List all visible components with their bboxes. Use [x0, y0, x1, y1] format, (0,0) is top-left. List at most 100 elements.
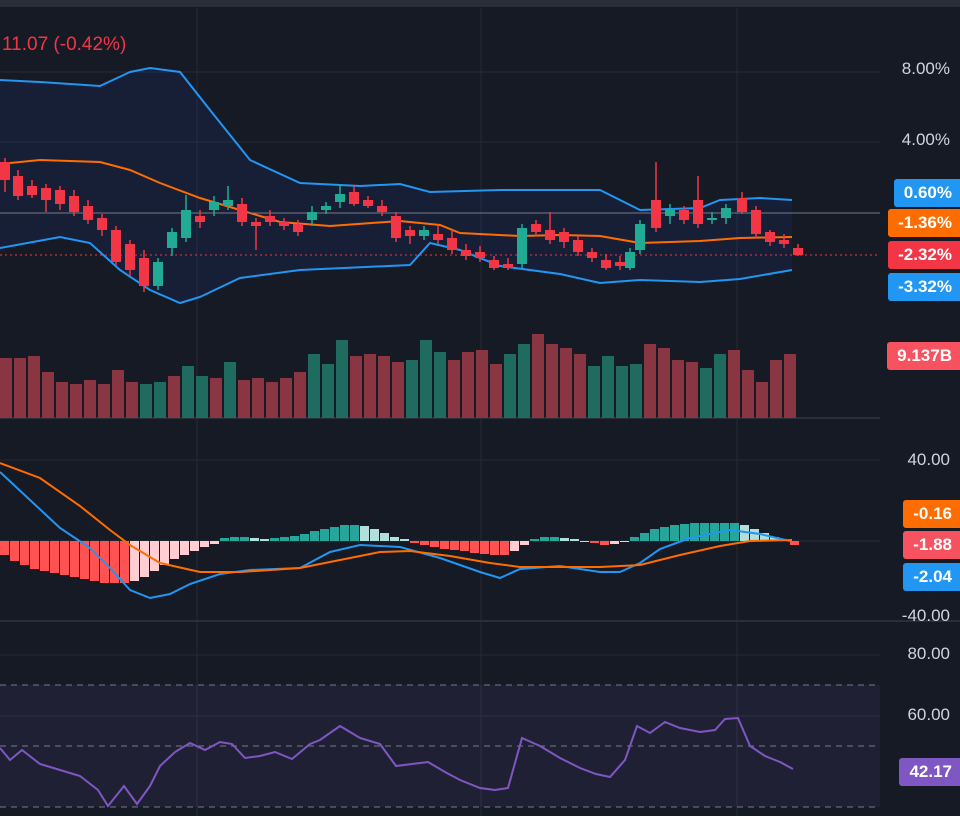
- macd-histogram-bar: [370, 529, 379, 541]
- macd-histogram-bar: [30, 541, 39, 569]
- volume-bar: [714, 354, 726, 418]
- macd-histogram-bar: [750, 529, 759, 541]
- candle-body: [209, 202, 219, 210]
- candle-body: [223, 200, 233, 206]
- macd-histogram-bar: [140, 541, 149, 577]
- macd-histogram-bar: [710, 523, 719, 541]
- volume-bar: [574, 354, 586, 418]
- macd-histogram-bar: [740, 525, 749, 541]
- rsi-axis-tick: 80.00: [907, 644, 950, 663]
- candlestick-series[interactable]: [0, 158, 803, 292]
- volume-bar: [700, 368, 712, 418]
- macd-histogram-bar: [660, 527, 669, 541]
- macd-histogram-bar: [10, 541, 19, 561]
- macd-histogram-bar: [210, 541, 219, 544]
- volume-bar: [378, 356, 390, 418]
- candle-body: [635, 224, 645, 250]
- macd-histogram-bar: [110, 541, 119, 583]
- macd-histogram-bar: [130, 541, 139, 581]
- candle-body: [601, 260, 611, 268]
- macd-histogram-bar: [60, 541, 69, 575]
- bb-basis-badge: -1.36%: [888, 209, 960, 237]
- volume-bar: [588, 366, 600, 418]
- macd-histogram-bar: [610, 541, 619, 544]
- volume-bar: [658, 348, 670, 418]
- macd-histogram-bar: [230, 537, 239, 541]
- macd-histogram-bar: [310, 531, 319, 541]
- candle-body: [707, 218, 717, 220]
- volume-bar: [448, 360, 460, 418]
- macd-histogram-bar: [80, 541, 89, 579]
- macd-axis-tick: -40.00: [901, 606, 950, 625]
- candle-body: [97, 218, 107, 230]
- volume-series[interactable]: [0, 334, 796, 418]
- macd-histogram-bar: [290, 536, 299, 541]
- candle-body: [679, 210, 689, 220]
- macd-histogram[interactable]: [0, 523, 799, 583]
- volume-bar: [98, 384, 110, 418]
- macd-histogram-bar: [120, 541, 129, 583]
- macd-histogram-bar: [90, 541, 99, 581]
- macd-histogram-bar: [680, 524, 689, 541]
- macd-histogram-bar: [760, 533, 769, 541]
- candle-body: [405, 230, 415, 236]
- candle-body: [737, 198, 747, 212]
- candle-body: [153, 262, 163, 286]
- volume-bar: [238, 380, 250, 418]
- candle-body: [433, 234, 443, 240]
- volume-bar: [0, 358, 12, 418]
- macd-histogram-bar: [240, 537, 249, 541]
- macd-histogram-bar: [190, 541, 199, 551]
- signal-line: [0, 462, 793, 573]
- volume-bar: [616, 366, 628, 418]
- candle-body: [475, 252, 485, 258]
- macd-line-badge: -2.04: [903, 563, 960, 591]
- price-axis-tick: 4.00%: [901, 130, 950, 149]
- macd-histogram-bar: [730, 523, 739, 541]
- price-axis-tick: 8.00%: [901, 59, 950, 78]
- candle-body: [559, 232, 569, 242]
- candle-body: [573, 240, 583, 252]
- volume-bar: [532, 334, 544, 418]
- macd-histogram-bar: [180, 541, 189, 555]
- candle-body: [111, 230, 121, 262]
- volume-bar: [112, 370, 124, 418]
- candle-body: [587, 252, 597, 258]
- candle-body: [0, 162, 10, 180]
- macd-histogram-bar: [280, 537, 289, 541]
- macd-histogram-bar: [420, 541, 429, 545]
- candle-body: [489, 260, 499, 268]
- candle-body: [335, 194, 345, 202]
- candle-body: [625, 252, 635, 268]
- macd-histogram-bar: [40, 541, 49, 571]
- volume-bar: [336, 340, 348, 418]
- macd-histogram-bar: [490, 541, 499, 555]
- candle-body: [55, 190, 65, 204]
- volume-bar: [84, 380, 96, 418]
- candle-body: [447, 238, 457, 250]
- volume-bar: [42, 372, 54, 418]
- candle-body: [293, 224, 303, 232]
- macd-histogram-bar: [440, 541, 449, 549]
- candle-body: [531, 224, 541, 232]
- volume-bar: [224, 362, 236, 418]
- grid-lines: [0, 8, 880, 816]
- volume-bar: [140, 384, 152, 418]
- volume-bar: [756, 382, 768, 418]
- volume-bar: [420, 340, 432, 418]
- macd-histogram-bar: [390, 537, 399, 541]
- bb-lower-badge: -3.32%: [888, 273, 960, 301]
- volume-bar: [154, 382, 166, 418]
- macd-histogram-bar: [160, 541, 169, 565]
- macd-histogram-bar: [50, 541, 59, 573]
- rsi-bands: [0, 684, 880, 808]
- candle-body: [363, 200, 373, 206]
- candle-body: [461, 250, 471, 256]
- candle-body: [721, 208, 731, 218]
- volume-bar: [70, 384, 82, 418]
- volume-bar: [168, 376, 180, 418]
- pane-separators[interactable]: [0, 417, 960, 622]
- volume-bar: [602, 356, 614, 418]
